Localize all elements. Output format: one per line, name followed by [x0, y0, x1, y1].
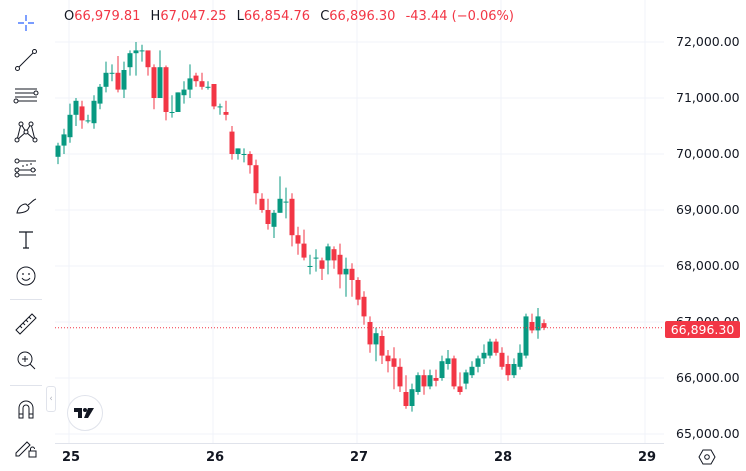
chart-settings-button[interactable]	[697, 448, 717, 466]
time-tick-label: 29	[638, 450, 657, 465]
lock-drawings-tool[interactable]	[8, 431, 44, 461]
fib-retracement-icon	[13, 88, 39, 104]
tradingview-logo[interactable]	[67, 395, 103, 431]
candlestick-plot	[55, 0, 664, 443]
forecasting-icon	[14, 158, 36, 178]
price-tick-label: 66,000.00	[676, 370, 740, 385]
time-axis[interactable]: 25 26 27 28 29	[55, 443, 664, 471]
toolbar-divider	[10, 385, 42, 386]
patterns-icon	[14, 121, 38, 143]
time-tick-label: 27	[350, 450, 369, 465]
chart-pane[interactable]	[55, 0, 664, 443]
tradingview-logo-icon	[74, 408, 94, 418]
time-tick-label: 28	[494, 450, 513, 465]
drawing-toolbar	[0, 0, 52, 470]
brush-icon	[16, 198, 37, 214]
price-tick-label: 69,000.00	[676, 202, 740, 217]
toolbar-divider	[10, 299, 42, 300]
change-value: -43.44 (−0.06%)	[405, 9, 514, 24]
trend-line-tool[interactable]	[8, 45, 44, 75]
emoji-tool[interactable]	[8, 261, 44, 291]
ohlc-legend: O66,979.81 H67,047.25 L66,854.76 C66,896…	[64, 9, 520, 24]
price-tick-label: 71,000.00	[676, 90, 740, 105]
text-tool[interactable]	[8, 225, 44, 255]
last-price-label: 66,896.30	[665, 321, 740, 338]
high-label: H	[150, 9, 161, 24]
brush-tool[interactable]	[8, 190, 44, 220]
price-axis[interactable]: 72,000.00 71,000.00 70,000.00 69,000.00 68,0…	[664, 0, 746, 443]
emoji-icon	[16, 266, 36, 286]
price-tick-label: 68,000.00	[676, 258, 740, 273]
ruler-icon	[15, 313, 37, 335]
high-value: 67,047.25	[160, 9, 227, 24]
price-tick-label: 70,000.00	[676, 146, 740, 161]
close-value: 66,896.30	[329, 9, 396, 24]
ruler-tool[interactable]	[8, 309, 44, 339]
trend-line-icon	[15, 49, 37, 71]
price-tick-label: 72,000.00	[676, 34, 740, 49]
text-icon	[19, 231, 33, 249]
patterns-tool[interactable]	[8, 117, 44, 147]
close-label: C	[320, 9, 330, 24]
fib-retracement-tool[interactable]	[8, 81, 44, 111]
magnet-icon	[18, 400, 34, 419]
zoom-in-tool[interactable]	[8, 345, 44, 375]
crosshair-tool[interactable]	[8, 8, 44, 38]
open-label: O	[64, 9, 75, 24]
settings-icon	[698, 449, 716, 465]
time-tick-label: 25	[62, 450, 81, 465]
collapse-toolbar-button[interactable]: ‹	[46, 386, 56, 412]
zoom-in-icon	[17, 351, 36, 370]
time-tick-label: 26	[206, 450, 225, 465]
magnet-tool[interactable]	[8, 394, 44, 424]
low-label: L	[236, 9, 244, 24]
low-value: 66,854.76	[243, 9, 311, 24]
open-value: 66,979.81	[74, 9, 141, 24]
crosshair-icon	[18, 15, 34, 31]
lock-drawings-icon	[15, 441, 37, 458]
price-tick-label: 65,000.00	[676, 426, 740, 441]
forecasting-tool[interactable]	[8, 153, 44, 183]
